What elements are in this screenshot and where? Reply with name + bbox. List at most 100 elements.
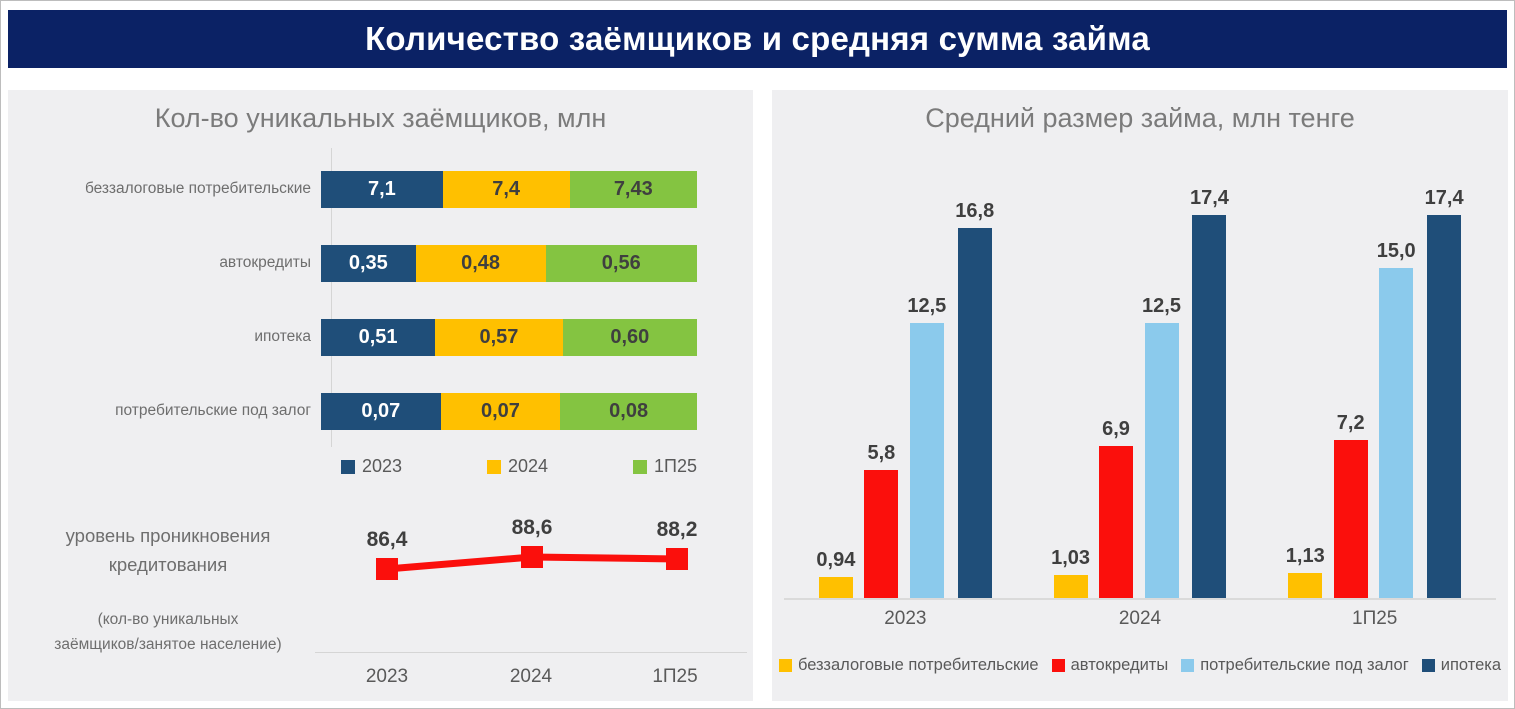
- stacked-bar-segment: 0,35: [321, 244, 416, 282]
- bar-value-label: 12,5: [1142, 295, 1181, 317]
- legend-swatch: [778, 659, 792, 672]
- penetration-marker: [666, 548, 688, 570]
- bar-with-label: 16,8: [955, 200, 994, 598]
- stacked-bar-segment: 0,48: [415, 244, 546, 282]
- stacked-bar-row: беззалоговые потребительские 7,1 7,4 7,43: [8, 152, 707, 226]
- legend-swatch: [487, 459, 501, 474]
- legend-item: 1П25: [633, 456, 697, 477]
- bar-value-label: 6,9: [1102, 418, 1130, 440]
- legend-item: потребительские под залог: [1181, 656, 1409, 675]
- legend-swatch: [633, 459, 647, 474]
- bar-group: 1,13 7,2 15,0 17,4: [1257, 186, 1492, 598]
- bar-group: 0,94 5,8 12,5 16,8: [788, 186, 1023, 598]
- legend-label: 2023: [362, 456, 403, 476]
- legend-label: ипотека: [1440, 656, 1502, 674]
- stacked-bar-rows: беззалоговые потребительские 7,1 7,4 7,43 ав…: [8, 152, 707, 448]
- penetration-label: уровень проникновения кредитования: [34, 522, 302, 579]
- legend-item: автокредиты: [1051, 656, 1169, 675]
- bar: [1333, 440, 1368, 598]
- penetration-value-label: 88,2: [656, 518, 698, 541]
- x-axis-label: 2023: [884, 608, 927, 629]
- stacked-bar-segment: 0,07: [440, 392, 561, 430]
- bar: [1288, 573, 1323, 598]
- bar: [1053, 575, 1088, 598]
- bar-value-label: 7,2: [1336, 412, 1365, 434]
- bar-with-label: 12,5: [1142, 295, 1181, 598]
- legend-label: потребительские под залог: [1200, 656, 1409, 674]
- penetration-sublabel-line1: (кол-во уникальных: [97, 611, 239, 628]
- category-label: беззалоговые потребительские: [84, 180, 311, 197]
- bar: [957, 228, 992, 598]
- bar-with-label: 15,0: [1377, 240, 1416, 598]
- legend-swatch: [1181, 659, 1195, 672]
- category-label: ипотека: [254, 328, 311, 345]
- legend-swatch: [341, 459, 355, 474]
- penetration-x-label: 2024: [509, 666, 553, 687]
- left-chart-title: Кол-во уникальных заёмщиков, млн: [154, 103, 607, 133]
- bar-value-label: 17,4: [1424, 187, 1464, 209]
- bar: [818, 577, 853, 598]
- right-chart-x-axis-labels: 2023 2024 1П25: [788, 608, 1492, 630]
- penetration-label-line1: уровень проникновения: [65, 525, 271, 546]
- bar-with-label: 17,4: [1190, 187, 1229, 598]
- stacked-bar-segment: 7,43: [569, 170, 697, 208]
- page-title: Количество заёмщиков и средняя сумма зай…: [365, 20, 1150, 57]
- bar-with-label: 12,5: [907, 295, 946, 598]
- x-axis-label: 1П25: [1352, 608, 1398, 629]
- legend-label: беззалоговые потребительские: [797, 656, 1039, 674]
- bar-value-label: 17,4: [1189, 187, 1229, 209]
- stacked-bar-segment: 0,60: [562, 318, 697, 356]
- bar-value-label: 1,13: [1285, 545, 1325, 567]
- bar: [864, 470, 899, 598]
- left-chart-axis-line: [331, 148, 332, 447]
- bar: [1099, 446, 1134, 598]
- stacked-bar: 0,35 0,48 0,56: [321, 244, 697, 282]
- right-chart-legend: беззалоговые потребительские автокредиты п…: [772, 656, 1508, 675]
- stacked-bar-row: ипотека 0,51 0,57 0,60: [8, 300, 707, 374]
- bar-with-label: 1,13: [1286, 545, 1325, 598]
- legend-item: 2024: [487, 456, 548, 477]
- bar-group: 1,03 6,9 12,5 17,4: [1023, 186, 1258, 598]
- grouped-bars: 0,94 5,8 12,5 16,8 1,03 6,9 12,5 17,4 1,13 7,2 15,…: [788, 186, 1492, 598]
- bar: [1379, 268, 1414, 598]
- category-label: потребительские под залог: [115, 402, 311, 419]
- legend-item: ипотека: [1421, 656, 1502, 675]
- bar-with-label: 0,94: [816, 549, 855, 598]
- bar-value-label: 5,8: [867, 442, 896, 464]
- x-axis-label: 2024: [1118, 608, 1162, 629]
- legend-swatch: [1421, 659, 1435, 672]
- category-label: автокредиты: [219, 254, 311, 271]
- stacked-bar-segment: 0,56: [545, 244, 697, 282]
- penetration-value-label: 88,6: [511, 516, 553, 539]
- right-chart-axis-line: [784, 598, 1496, 600]
- bar-with-label: 1,03: [1051, 547, 1090, 598]
- bar-value-label: 12,5: [907, 295, 947, 317]
- stacked-bar-segment: 0,57: [435, 318, 563, 356]
- penetration-sublabel: (кол-во уникальных заёмщиков/занятое нас…: [34, 608, 302, 658]
- legend-label: автокредиты: [1070, 656, 1169, 674]
- legend-item: 2023: [341, 456, 402, 477]
- penetration-line: [386, 553, 678, 573]
- penetration-sublabel-line2: заёмщиков/занятое население): [54, 635, 282, 653]
- bar-with-label: 5,8: [864, 442, 899, 598]
- penetration-marker: [521, 546, 543, 568]
- legend-label: 2024: [508, 456, 549, 476]
- bar: [1192, 215, 1227, 598]
- legend-label: 1П25: [654, 456, 697, 476]
- bar: [1427, 215, 1462, 598]
- panel-unique-borrowers: Кол-во уникальных заёмщиков, млн беззало…: [8, 90, 753, 701]
- bar: [909, 323, 944, 598]
- bar-value-label: 16,8: [955, 200, 995, 222]
- penetration-x-label: 1П25: [652, 666, 698, 687]
- panel-average-loan: Средний размер займа, млн тенге 0,94 5,8 1…: [772, 90, 1508, 701]
- bar: [1144, 323, 1179, 598]
- stacked-bar: 0,51 0,57 0,60: [321, 318, 697, 356]
- penetration-x-label: 2023: [365, 666, 409, 687]
- bar-with-label: 6,9: [1099, 418, 1134, 598]
- legend-swatch: [1051, 659, 1065, 672]
- stacked-bar-segment: 7,1: [321, 170, 443, 208]
- bar-with-label: 7,2: [1333, 412, 1368, 598]
- bar-value-label: 0,94: [816, 549, 856, 571]
- right-chart-title: Средний размер займа, млн тенге: [925, 103, 1355, 133]
- bar-with-label: 17,4: [1425, 187, 1464, 598]
